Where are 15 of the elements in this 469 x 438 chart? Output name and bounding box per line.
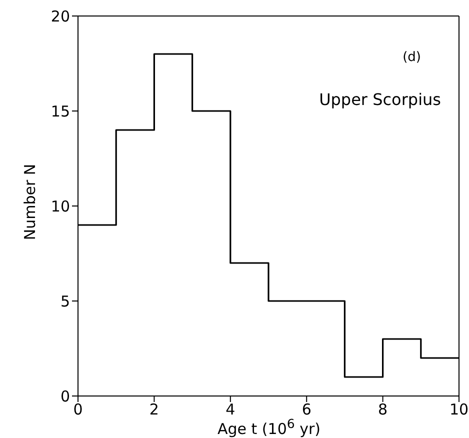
x-axis-title: Age t (10$^{6}$ yr)	[218, 416, 320, 438]
y-tick-label: 15	[50, 102, 70, 120]
y-tick-label: 10	[50, 197, 70, 216]
annotation: Upper Scorpius	[319, 90, 441, 109]
y-tick-label: 5	[60, 292, 70, 310]
x-tick-label: 8	[378, 400, 388, 419]
y-axis-title: Number N	[21, 164, 39, 240]
annotation: (d)	[402, 50, 421, 65]
x-tick-label: 6	[302, 400, 312, 419]
x-tick-label: 0	[73, 400, 83, 419]
x-tick-label: 2	[149, 400, 159, 419]
x-tick-label: 10	[449, 400, 469, 419]
x-tick-label: 4	[226, 400, 236, 419]
y-tick-label: 0	[60, 387, 70, 406]
y-tick-label: 20	[50, 7, 70, 26]
